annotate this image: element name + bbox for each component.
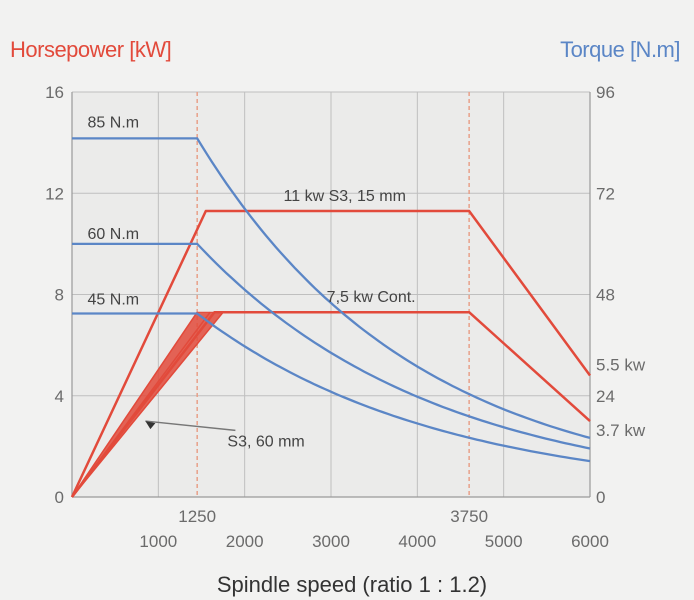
torque-series-2 [72, 312, 591, 463]
annotation-arrowhead-s3 [145, 421, 156, 430]
annotations: 85 N.m 60 N.m 45 N.m 11 kw S3, 15 mm 7,5 kw … [88, 114, 646, 450]
speed-marker-label-1: 3750 [450, 507, 488, 526]
power-series-0 [70, 209, 592, 498]
left-tick-label-1: 4 [55, 387, 64, 406]
x-tick-label-3: 4000 [398, 532, 436, 551]
right-tick-label-3: 72 [596, 184, 615, 203]
right-axis-title: Torque [N.m] [560, 37, 680, 62]
right-tick-label-1: 24 [596, 387, 615, 406]
speed-marker-label-0: 1250 [178, 507, 216, 526]
series-lines [70, 137, 592, 498]
power-s3-60mm-ray-0 [71, 311, 198, 498]
left-tick-label-4: 16 [45, 83, 64, 102]
right-tick-label-4: 96 [596, 83, 615, 102]
grid [71, 91, 591, 498]
annotation-2: 45 N.m [88, 292, 140, 309]
right-end-label-0: 5.5 kw [596, 355, 646, 374]
annotation-1: 60 N.m [88, 226, 140, 243]
right-end-label-1: 3.7 kw [596, 421, 646, 440]
x-tick-label-4: 5000 [485, 532, 523, 551]
x-tick-label-5: 6000 [571, 532, 609, 551]
x-tick-label-1: 2000 [226, 532, 264, 551]
right-tick-label-0: 0 [596, 488, 605, 507]
right-tick-label-2: 48 [596, 286, 615, 305]
left-tick-label-2: 8 [55, 286, 64, 305]
torque-series-1 [72, 242, 591, 450]
annotation-0: 85 N.m [88, 114, 140, 131]
left-tick-label-0: 0 [55, 488, 64, 507]
torque-series-0 [72, 137, 591, 440]
left-tick-label-3: 12 [45, 184, 64, 203]
annotation-3: 11 kw S3, 15 mm [284, 188, 406, 205]
annotation-leader-s3 [145, 420, 236, 432]
annotation-5: S3, 60 mm [227, 433, 304, 450]
x-axis-label: Spindle speed (ratio 1 : 1.2) [217, 572, 487, 597]
x-tick-label-0: 1000 [139, 532, 177, 551]
annotation-4: 7,5 kw Cont. [327, 289, 416, 306]
x-tick-label-2: 3000 [312, 532, 350, 551]
left-axis-title: Horsepower [kW] [10, 37, 171, 62]
speed-markers [196, 92, 470, 497]
